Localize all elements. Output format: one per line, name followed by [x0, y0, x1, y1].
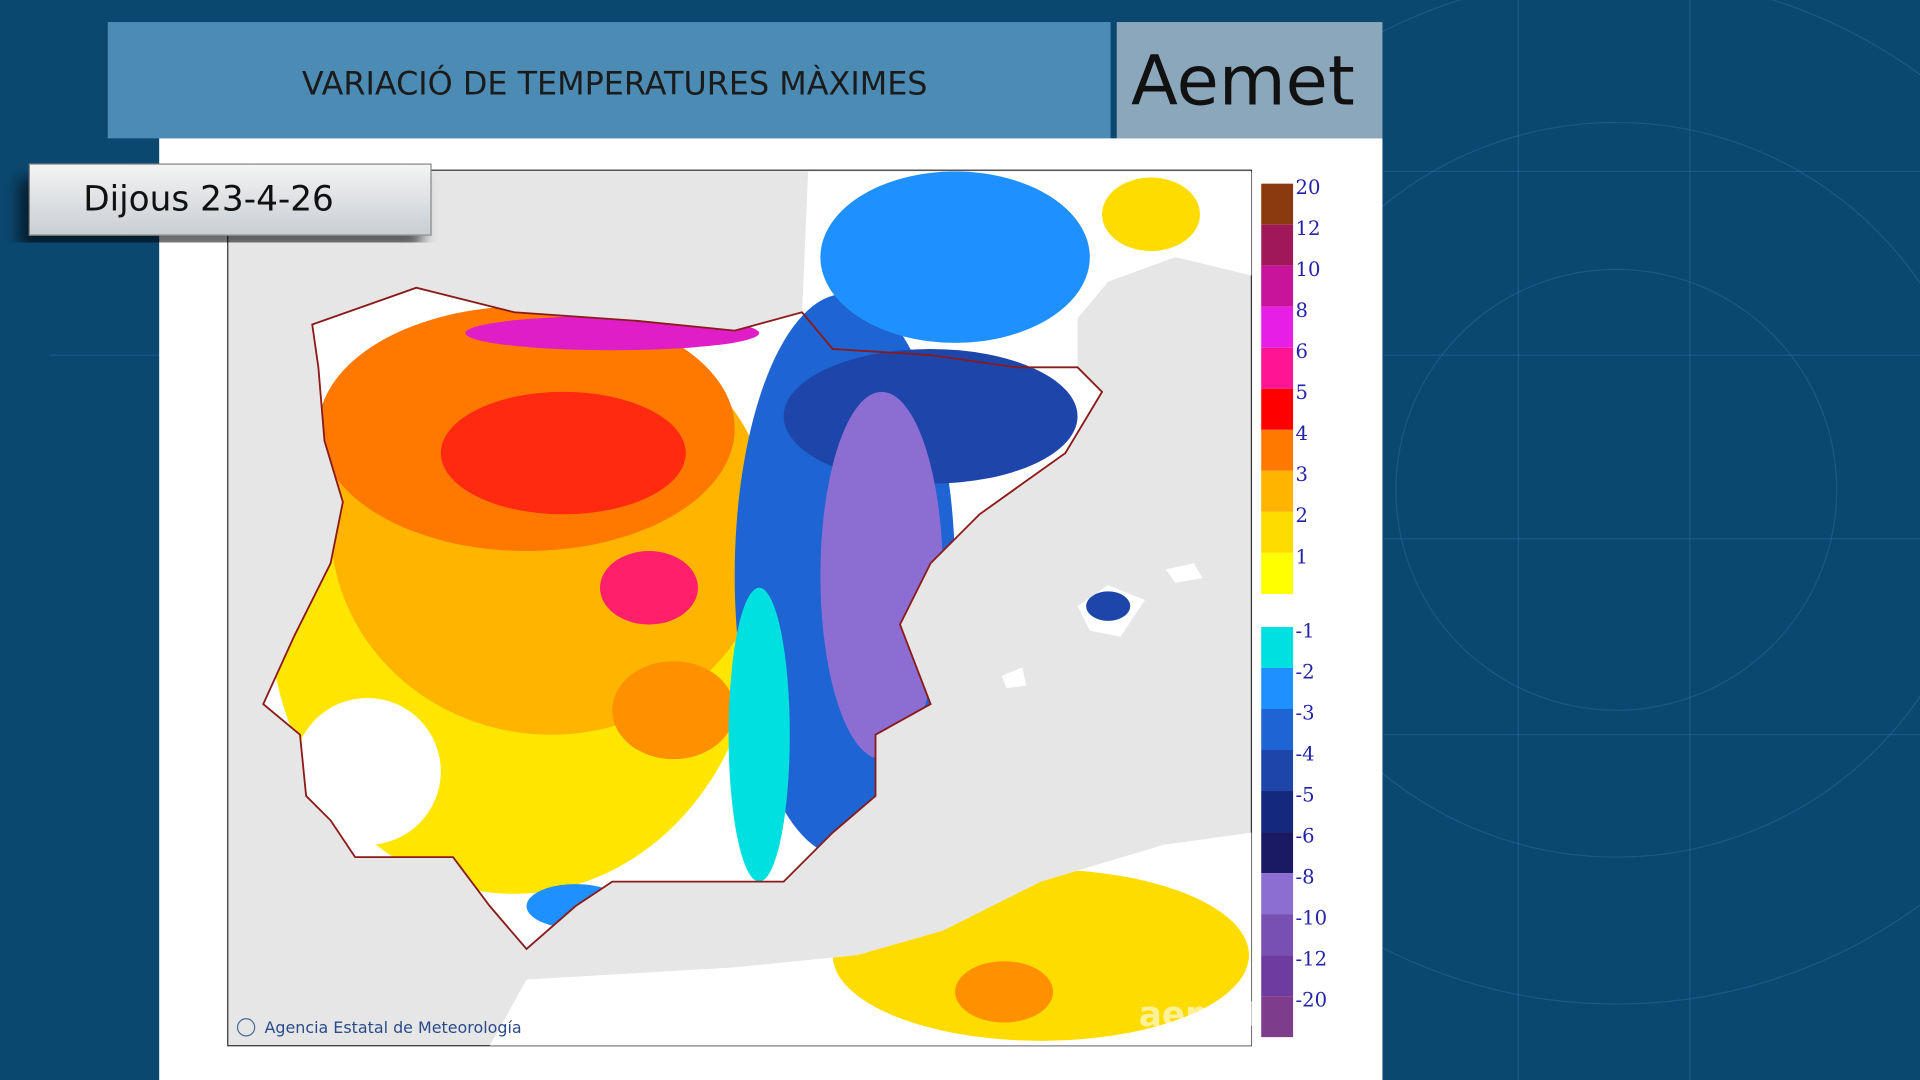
legend-label: -4 [1296, 742, 1315, 765]
legend-swatch [1261, 955, 1294, 997]
legend-label: -3 [1296, 701, 1315, 724]
credit: Agencia Estatal de Meteorología [264, 1018, 521, 1037]
legend-swatch [1261, 347, 1294, 389]
legend-label: -2 [1296, 660, 1315, 683]
watermark: aemet [1139, 995, 1261, 1035]
title-bar [107, 22, 1111, 139]
legend-label: 2 [1296, 504, 1308, 527]
logo: Aemet [1131, 42, 1355, 122]
legend-swatch [1261, 750, 1294, 792]
legend: 20 12 10 8 6 5 4 3 2 1 -1 -2 -3 -4 -5 -6 -8 -10 -12 -20 [1261, 176, 1328, 1038]
legend-label: 1 [1296, 545, 1308, 568]
legend-swatch [1261, 429, 1294, 471]
legend-swatch [1261, 914, 1294, 956]
legend-swatch [1261, 832, 1294, 874]
legend-label: 20 [1296, 176, 1321, 199]
legend-swatch [1261, 552, 1294, 594]
legend-label: 6 [1296, 340, 1308, 363]
legend-swatch [1261, 626, 1294, 668]
map: Agencia Estatal de Meteorología aemet [227, 169, 1261, 1047]
legend-swatch [1261, 708, 1294, 750]
logo-box [1116, 22, 1383, 139]
legend-label: 12 [1296, 217, 1321, 240]
coastline [262, 286, 1104, 951]
legend-swatch [1261, 511, 1294, 553]
date-badge [28, 163, 432, 236]
legend-label: 3 [1296, 463, 1308, 486]
legend-label: -5 [1296, 783, 1315, 806]
legend-label: -12 [1296, 948, 1328, 971]
legend-swatch [1261, 873, 1294, 915]
legend-swatch [1261, 667, 1294, 709]
legend-swatch [1261, 306, 1294, 348]
legend-swatch [1261, 470, 1294, 512]
date-box [28, 163, 432, 236]
copyright-icon [236, 1018, 256, 1037]
legend-swatch [1261, 996, 1294, 1038]
legend-label: 5 [1296, 381, 1308, 404]
legend-swatch [1261, 183, 1294, 225]
title: VARIACIÓ DE TEMPERATURES MÀXIMES [302, 64, 928, 103]
legend-swatch [1261, 265, 1294, 307]
legend-label: 10 [1296, 258, 1321, 281]
legend-label: 4 [1296, 422, 1308, 445]
legend-label: -6 [1296, 824, 1315, 847]
legend-label: -1 [1296, 619, 1315, 642]
legend-label: -20 [1296, 989, 1328, 1012]
legend-swatch [1261, 388, 1294, 430]
legend-swatch [1261, 791, 1294, 833]
legend-swatch [1261, 224, 1294, 266]
date: Dijous 23-4-26 [83, 179, 334, 219]
legend-label: 8 [1296, 299, 1308, 322]
legend-label: -8 [1296, 865, 1315, 888]
legend-label: -10 [1296, 906, 1328, 929]
